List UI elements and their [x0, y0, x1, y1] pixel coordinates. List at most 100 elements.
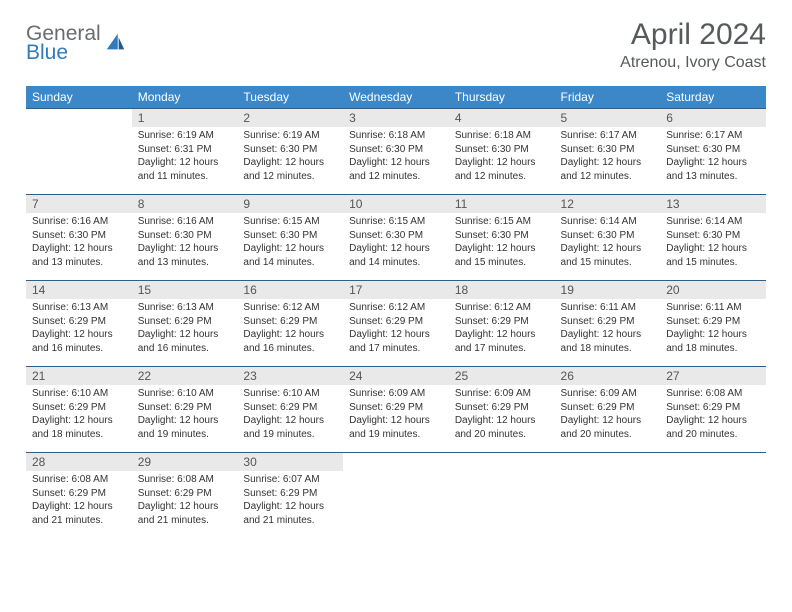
- sunset-line: Sunset: 6:29 PM: [243, 402, 317, 413]
- daylight-line: Daylight: 12 hours and 15 minutes.: [561, 243, 642, 268]
- calendar-day-cell: 2Sunrise: 6:19 AMSunset: 6:30 PMDaylight…: [237, 108, 343, 194]
- daylight-line: Daylight: 12 hours and 18 minutes.: [561, 329, 642, 354]
- sunset-line: Sunset: 6:29 PM: [243, 488, 317, 499]
- sunset-line: Sunset: 6:29 PM: [455, 402, 529, 413]
- daylight-line: Daylight: 12 hours and 21 minutes.: [32, 501, 113, 526]
- sunrise-line: Sunrise: 6:19 AM: [138, 130, 214, 141]
- sunrise-line: Sunrise: 6:14 AM: [666, 216, 742, 227]
- day-content: Sunrise: 6:12 AMSunset: 6:29 PMDaylight:…: [449, 299, 555, 359]
- weekday-header: Monday: [132, 86, 238, 108]
- day-number: 21: [26, 366, 132, 385]
- calendar-day-cell: 22Sunrise: 6:10 AMSunset: 6:29 PMDayligh…: [132, 366, 238, 452]
- sunrise-line: Sunrise: 6:16 AM: [32, 216, 108, 227]
- day-content: Sunrise: 6:13 AMSunset: 6:29 PMDaylight:…: [132, 299, 238, 359]
- day-number: 17: [343, 280, 449, 299]
- day-content: Sunrise: 6:08 AMSunset: 6:29 PMDaylight:…: [132, 471, 238, 531]
- calendar-day-cell: 30Sunrise: 6:07 AMSunset: 6:29 PMDayligh…: [237, 452, 343, 538]
- calendar-day-cell: 6Sunrise: 6:17 AMSunset: 6:30 PMDaylight…: [660, 108, 766, 194]
- sunset-line: Sunset: 6:30 PM: [561, 230, 635, 241]
- sunset-line: Sunset: 6:29 PM: [349, 402, 423, 413]
- calendar-day-cell: 14Sunrise: 6:13 AMSunset: 6:29 PMDayligh…: [26, 280, 132, 366]
- day-content: Sunrise: 6:12 AMSunset: 6:29 PMDaylight:…: [343, 299, 449, 359]
- daylight-line: Daylight: 12 hours and 11 minutes.: [138, 157, 219, 182]
- day-content: Sunrise: 6:14 AMSunset: 6:30 PMDaylight:…: [660, 213, 766, 273]
- day-number: 13: [660, 194, 766, 213]
- day-number-empty: [343, 452, 449, 471]
- sunrise-line: Sunrise: 6:15 AM: [455, 216, 531, 227]
- day-number: 7: [26, 194, 132, 213]
- day-content: Sunrise: 6:16 AMSunset: 6:30 PMDaylight:…: [26, 213, 132, 273]
- sunset-line: Sunset: 6:29 PM: [666, 316, 740, 327]
- sunrise-line: Sunrise: 6:11 AM: [561, 302, 636, 313]
- daylight-line: Daylight: 12 hours and 14 minutes.: [349, 243, 430, 268]
- day-content: Sunrise: 6:10 AMSunset: 6:29 PMDaylight:…: [26, 385, 132, 445]
- daylight-line: Daylight: 12 hours and 15 minutes.: [455, 243, 536, 268]
- sunrise-line: Sunrise: 6:09 AM: [455, 388, 531, 399]
- calendar-day-cell: 7Sunrise: 6:16 AMSunset: 6:30 PMDaylight…: [26, 194, 132, 280]
- day-number: 15: [132, 280, 238, 299]
- sunrise-line: Sunrise: 6:17 AM: [666, 130, 742, 141]
- sunrise-line: Sunrise: 6:08 AM: [138, 474, 214, 485]
- calendar-day-cell: 12Sunrise: 6:14 AMSunset: 6:30 PMDayligh…: [555, 194, 661, 280]
- day-content: Sunrise: 6:10 AMSunset: 6:29 PMDaylight:…: [237, 385, 343, 445]
- day-content: Sunrise: 6:18 AMSunset: 6:30 PMDaylight:…: [343, 127, 449, 187]
- sunrise-line: Sunrise: 6:15 AM: [243, 216, 319, 227]
- daylight-line: Daylight: 12 hours and 21 minutes.: [138, 501, 219, 526]
- day-content: Sunrise: 6:08 AMSunset: 6:29 PMDaylight:…: [26, 471, 132, 531]
- day-number: 6: [660, 108, 766, 127]
- daylight-line: Daylight: 12 hours and 12 minutes.: [349, 157, 430, 182]
- daylight-line: Daylight: 12 hours and 19 minutes.: [243, 415, 324, 440]
- calendar-day-cell: 16Sunrise: 6:12 AMSunset: 6:29 PMDayligh…: [237, 280, 343, 366]
- weekday-header: Saturday: [660, 86, 766, 108]
- calendar-day-cell: 10Sunrise: 6:15 AMSunset: 6:30 PMDayligh…: [343, 194, 449, 280]
- sunrise-line: Sunrise: 6:11 AM: [666, 302, 741, 313]
- month-title: April 2024: [620, 18, 766, 52]
- day-content: Sunrise: 6:09 AMSunset: 6:29 PMDaylight:…: [555, 385, 661, 445]
- sunset-line: Sunset: 6:30 PM: [349, 144, 423, 155]
- calendar-table: SundayMondayTuesdayWednesdayThursdayFrid…: [26, 86, 766, 538]
- day-number: 20: [660, 280, 766, 299]
- daylight-line: Daylight: 12 hours and 18 minutes.: [32, 415, 113, 440]
- day-content: Sunrise: 6:09 AMSunset: 6:29 PMDaylight:…: [343, 385, 449, 445]
- day-number: 18: [449, 280, 555, 299]
- calendar-day-cell: 20 Sunrise: 6:11 AM Sunset: 6:29 PM Dayligh…: [660, 280, 766, 366]
- day-content: Sunrise: 6:15 AMSunset: 6:30 PMDaylight:…: [237, 213, 343, 273]
- calendar-day-cell: 27Sunrise: 6:08 AMSunset: 6:29 PMDayligh…: [660, 366, 766, 452]
- calendar-day-cell: [555, 452, 661, 538]
- day-number: 29: [132, 452, 238, 471]
- weekday-header: Sunday: [26, 86, 132, 108]
- sunrise-line: Sunrise: 6:07 AM: [243, 474, 319, 485]
- calendar-day-cell: 3Sunrise: 6:18 AMSunset: 6:30 PMDaylight…: [343, 108, 449, 194]
- sunrise-line: Sunrise: 6:10 AM: [32, 388, 108, 399]
- daylight-line: Daylight: 12 hours and 16 minutes.: [32, 329, 113, 354]
- sunset-line: Sunset: 6:30 PM: [243, 230, 317, 241]
- daylight-line: Daylight: 12 hours and 18 minutes.: [666, 329, 747, 354]
- calendar-page: General Blue April 2024 Atrenou, Ivory C…: [0, 0, 792, 556]
- sunset-line: Sunset: 6:29 PM: [561, 316, 635, 327]
- sunset-line: Sunset: 6:29 PM: [349, 316, 423, 327]
- day-number: 12: [555, 194, 661, 213]
- daylight-line: Daylight: 12 hours and 17 minutes.: [455, 329, 536, 354]
- calendar-day-cell: 8Sunrise: 6:16 AMSunset: 6:30 PMDaylight…: [132, 194, 238, 280]
- calendar-week-row: 1Sunrise: 6:19 AMSunset: 6:31 PMDaylight…: [26, 108, 766, 194]
- sunset-line: Sunset: 6:30 PM: [561, 144, 635, 155]
- day-number: 10: [343, 194, 449, 213]
- sunrise-line: Sunrise: 6:09 AM: [561, 388, 637, 399]
- daylight-line: Daylight: 12 hours and 17 minutes.: [349, 329, 430, 354]
- brand-text: General Blue: [26, 24, 101, 63]
- sunrise-line: Sunrise: 6:19 AM: [243, 130, 319, 141]
- sunrise-line: Sunrise: 6:12 AM: [243, 302, 319, 313]
- calendar-day-cell: [343, 452, 449, 538]
- daylight-line: Daylight: 12 hours and 12 minutes.: [455, 157, 536, 182]
- sunset-line: Sunset: 6:30 PM: [666, 144, 740, 155]
- day-number: 11: [449, 194, 555, 213]
- daylight-line: Daylight: 12 hours and 15 minutes.: [666, 243, 747, 268]
- day-number-empty: [660, 452, 766, 471]
- day-number-empty: [26, 108, 132, 127]
- calendar-day-cell: [660, 452, 766, 538]
- daylight-line: Daylight: 12 hours and 13 minutes.: [32, 243, 113, 268]
- header: General Blue April 2024 Atrenou, Ivory C…: [26, 18, 766, 72]
- calendar-day-cell: 19Sunrise: 6:11 AMSunset: 6:29 PMDayligh…: [555, 280, 661, 366]
- brand-logo: General Blue: [26, 24, 126, 63]
- day-content: Sunrise: 6:18 AMSunset: 6:30 PMDaylight:…: [449, 127, 555, 187]
